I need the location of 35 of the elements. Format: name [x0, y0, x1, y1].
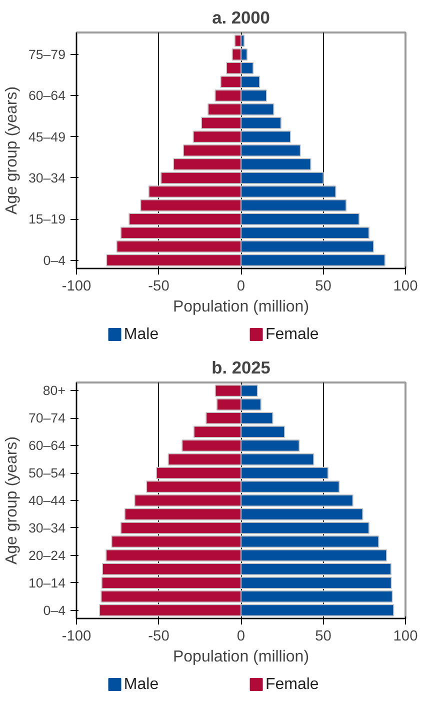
y-tick-label: 60–64	[28, 88, 66, 104]
legend-label: Female	[265, 326, 319, 343]
legend-label: Male	[124, 676, 159, 693]
x-tick-label: 100	[393, 628, 418, 644]
x-axis-title: Population (million)	[172, 648, 310, 666]
x-tick-label: -100	[62, 628, 92, 644]
x-tick-label: 0	[236, 628, 246, 644]
x-tick-label: 50	[315, 628, 332, 644]
chart-title: a. 2000	[212, 8, 270, 28]
y-axis-title: Age group (years)	[3, 436, 20, 565]
y-axis-title: Age group (years)	[3, 86, 20, 215]
y-tick-label: 0–4	[43, 252, 66, 268]
y-tick-label: 10–14	[28, 575, 66, 590]
y-tick-label: 75–79	[28, 46, 66, 62]
y-tick-label: 0–4	[43, 602, 66, 618]
y-tick-label: 20–24	[28, 548, 66, 563]
y-tick-label: 60–64	[28, 438, 66, 454]
x-tick-label: 0	[236, 278, 246, 294]
y-tick-label: 45–49	[28, 129, 66, 144]
x-tick-label: -50	[148, 278, 170, 294]
legend-label: Male	[124, 326, 159, 343]
y-tick-label: 30–34	[28, 520, 66, 536]
x-tick-label: 50	[315, 278, 332, 294]
y-tick-label: 50–54	[28, 466, 66, 481]
legend-label: Female	[265, 676, 319, 693]
chart-title: b. 2025	[212, 358, 271, 378]
x-tick-label: -100	[62, 278, 92, 294]
x-axis-title: Population (million)	[172, 298, 310, 316]
y-tick-label: 80+	[42, 383, 66, 398]
y-tick-label: 40–44	[28, 493, 66, 508]
x-tick-label: 100	[393, 278, 418, 294]
y-tick-label: 70–74	[28, 410, 66, 426]
y-tick-label: 30–34	[28, 170, 66, 186]
x-tick-label: -50	[148, 628, 170, 644]
y-tick-label: 15–19	[28, 212, 66, 227]
